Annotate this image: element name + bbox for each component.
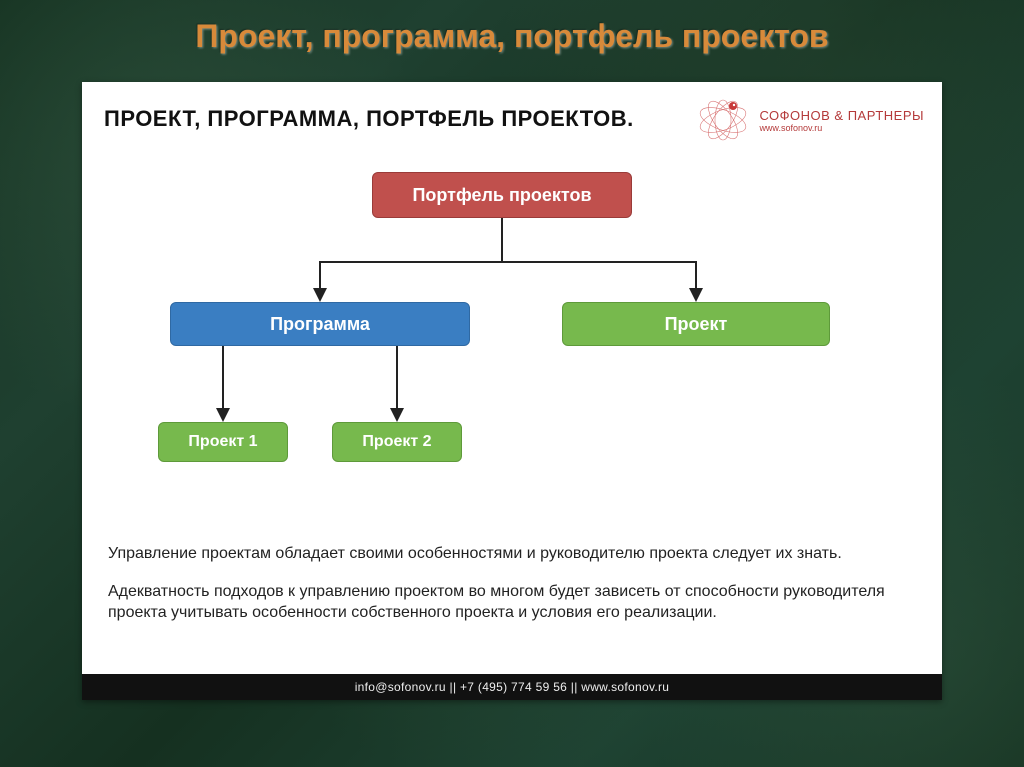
node-program: Программа [170, 302, 470, 346]
logo-sub-text: www.sofonov.ru [759, 123, 924, 133]
body-text: Управление проектам обладает своими особ… [108, 543, 908, 640]
paragraph-1: Управление проектам обладает своими особ… [108, 543, 908, 565]
node-projectR: Проект [562, 302, 830, 346]
node-portfolio: Портфель проектов [372, 172, 632, 218]
footer-bar: info@sofonov.ru || +7 (495) 774 59 56 ||… [82, 674, 942, 700]
node-p1: Проект 1 [158, 422, 288, 462]
slide-title: Проект, программа, портфель проектов [0, 18, 1024, 55]
logo-swirl-icon [695, 92, 751, 148]
card-header: ПРОЕКТ, ПРОГРАММА, ПОРТФЕЛЬ ПРОЕКТОВ. [104, 106, 634, 132]
hierarchy-diagram: Портфель проектов Программа Проект Проект 1… [82, 162, 942, 492]
logo-block: СОФОНОВ & ПАРТНЕРЫ www.sofonov.ru [695, 92, 924, 148]
content-card: ПРОЕКТ, ПРОГРАММА, ПОРТФЕЛЬ ПРОЕКТОВ. СО… [82, 82, 942, 700]
node-p2: Проект 2 [332, 422, 462, 462]
logo-main-text: СОФОНОВ & ПАРТНЕРЫ [759, 108, 924, 123]
paragraph-2: Адекватность подходов к управлению проек… [108, 581, 908, 624]
